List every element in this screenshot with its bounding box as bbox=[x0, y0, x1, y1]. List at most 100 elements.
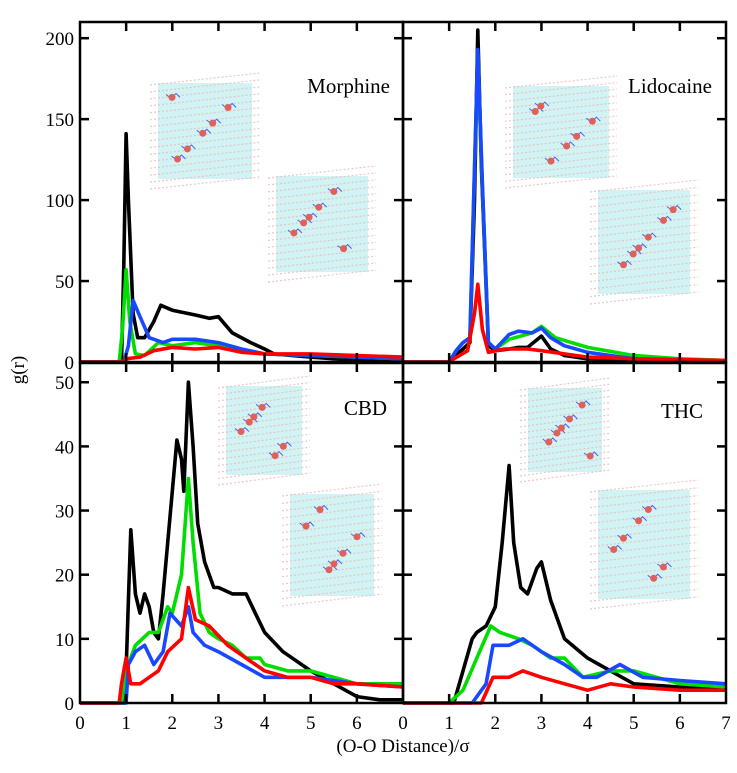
oxygen-atom bbox=[250, 413, 258, 421]
molecular-snapshot-image bbox=[589, 179, 699, 305]
oxygen-atom bbox=[553, 429, 561, 437]
curve-layer bbox=[80, 28, 727, 705]
surfactant-chain bbox=[281, 549, 383, 563]
surfactant-chain bbox=[217, 394, 311, 408]
oxygen-atom bbox=[315, 203, 323, 211]
molecular-snapshot-image bbox=[281, 483, 383, 607]
y-tick-label: 200 bbox=[46, 29, 75, 50]
surfactant-chain bbox=[217, 453, 311, 467]
oxygen-atom bbox=[629, 250, 637, 258]
oxygen-atom bbox=[316, 506, 324, 514]
y-tick-label: 100 bbox=[46, 191, 75, 212]
molecular-snapshot-image bbox=[149, 72, 261, 190]
surfactant-chain bbox=[281, 490, 383, 504]
surfactant-chain bbox=[149, 120, 261, 135]
x-tick-label: 6 bbox=[675, 713, 685, 734]
x-axis-title: (O-O Distance)/σ bbox=[336, 736, 469, 757]
surfactant-chain bbox=[519, 444, 611, 459]
y-tick-label: 20 bbox=[55, 566, 74, 587]
surfactant-chain bbox=[504, 168, 618, 182]
oxygen-atom bbox=[588, 117, 596, 125]
surfactant-chain bbox=[217, 472, 311, 486]
oxygen-atom bbox=[644, 506, 652, 513]
surfactant-chain bbox=[281, 534, 383, 548]
oxygen-atom bbox=[174, 155, 181, 163]
surfactant-chain bbox=[217, 414, 311, 428]
surfactant-chain bbox=[504, 148, 618, 162]
x-tick-label: 0 bbox=[75, 713, 85, 734]
oxygen-atom bbox=[199, 129, 207, 137]
surfactant-chain bbox=[217, 407, 311, 421]
surfactant-chain bbox=[149, 141, 261, 155]
surfactant-chain bbox=[281, 593, 383, 607]
panel-label-thc: THC bbox=[661, 399, 703, 423]
surfactant-chain bbox=[149, 176, 261, 190]
oxygen-atom bbox=[305, 213, 313, 221]
surfactant-chain bbox=[281, 505, 383, 519]
series-line-black bbox=[80, 380, 403, 705]
x-tick-label: 4 bbox=[260, 713, 270, 734]
surfactant-chain bbox=[519, 457, 611, 471]
oxygen-atom bbox=[659, 563, 667, 571]
x-tick-label: 2 bbox=[168, 713, 178, 734]
surfactant-chain bbox=[281, 564, 383, 578]
surfactant-chain bbox=[504, 128, 618, 142]
surfactant-chain bbox=[281, 512, 383, 526]
surfactant-chain bbox=[149, 86, 261, 100]
series-line-blue bbox=[403, 47, 727, 364]
oxygen-atom bbox=[340, 245, 348, 253]
surfactant-chain bbox=[281, 578, 383, 592]
surfactant-chain bbox=[504, 75, 618, 89]
oxygen-atom bbox=[258, 403, 266, 411]
oxygen-atom bbox=[237, 428, 245, 436]
series-line-blue bbox=[403, 637, 727, 705]
oxygen-atom bbox=[635, 517, 643, 525]
surfactant-chain bbox=[281, 586, 383, 600]
molecular-snapshot-image bbox=[589, 479, 699, 610]
x-tick-label: 3 bbox=[537, 713, 547, 734]
oxygen-atom bbox=[566, 415, 573, 423]
surfactant-chain bbox=[519, 408, 611, 422]
surfactant-chain bbox=[504, 162, 618, 176]
micelle-core bbox=[513, 86, 609, 178]
molecular-snapshot-image bbox=[519, 377, 611, 483]
x-tick-label: 4 bbox=[583, 713, 593, 734]
surfactant-chain bbox=[281, 520, 383, 534]
oxygen-atom bbox=[610, 546, 618, 553]
surfactant-chain bbox=[504, 82, 618, 96]
oxygen-atom bbox=[168, 93, 176, 101]
surfactant-chain bbox=[281, 498, 383, 512]
micelle-core bbox=[290, 494, 374, 596]
inset-layer bbox=[149, 72, 699, 610]
surfactant-chain bbox=[504, 115, 618, 129]
surfactant-chain bbox=[149, 100, 261, 114]
y-axis-title: g(r) bbox=[8, 356, 29, 384]
oxygen-atom bbox=[330, 188, 338, 196]
oxygen-atom bbox=[537, 102, 545, 110]
oxygen-atom bbox=[245, 418, 253, 426]
oxygen-atom bbox=[279, 442, 287, 450]
surfactant-chain bbox=[504, 175, 618, 189]
oxygen-atom bbox=[339, 549, 347, 557]
surfactant-chain bbox=[217, 420, 311, 434]
oxygen-atom bbox=[650, 574, 658, 582]
x-tick-label: 0 bbox=[398, 713, 408, 734]
y-tick-label: 30 bbox=[55, 502, 74, 523]
surfactant-chain bbox=[519, 395, 611, 409]
oxygen-atom bbox=[224, 103, 232, 111]
oxygen-atom bbox=[557, 424, 565, 432]
surfactant-chain bbox=[149, 148, 261, 162]
y-tick-label: 0 bbox=[65, 694, 75, 715]
panel-label-morphine: Morphine bbox=[307, 74, 390, 98]
surfactant-chain bbox=[504, 122, 618, 136]
oxygen-atom bbox=[302, 522, 310, 530]
oxygen-atom bbox=[290, 229, 298, 237]
surfactant-chain bbox=[217, 388, 311, 402]
x-tick-label: 3 bbox=[214, 713, 224, 734]
surfactant-chain bbox=[217, 433, 311, 447]
x-tick-label: 2 bbox=[491, 713, 501, 734]
molecular-snapshot-image bbox=[217, 375, 311, 486]
x-tick-label: 7 bbox=[721, 713, 731, 734]
surfactant-chain bbox=[519, 469, 611, 483]
oxygen-atom bbox=[547, 157, 555, 165]
